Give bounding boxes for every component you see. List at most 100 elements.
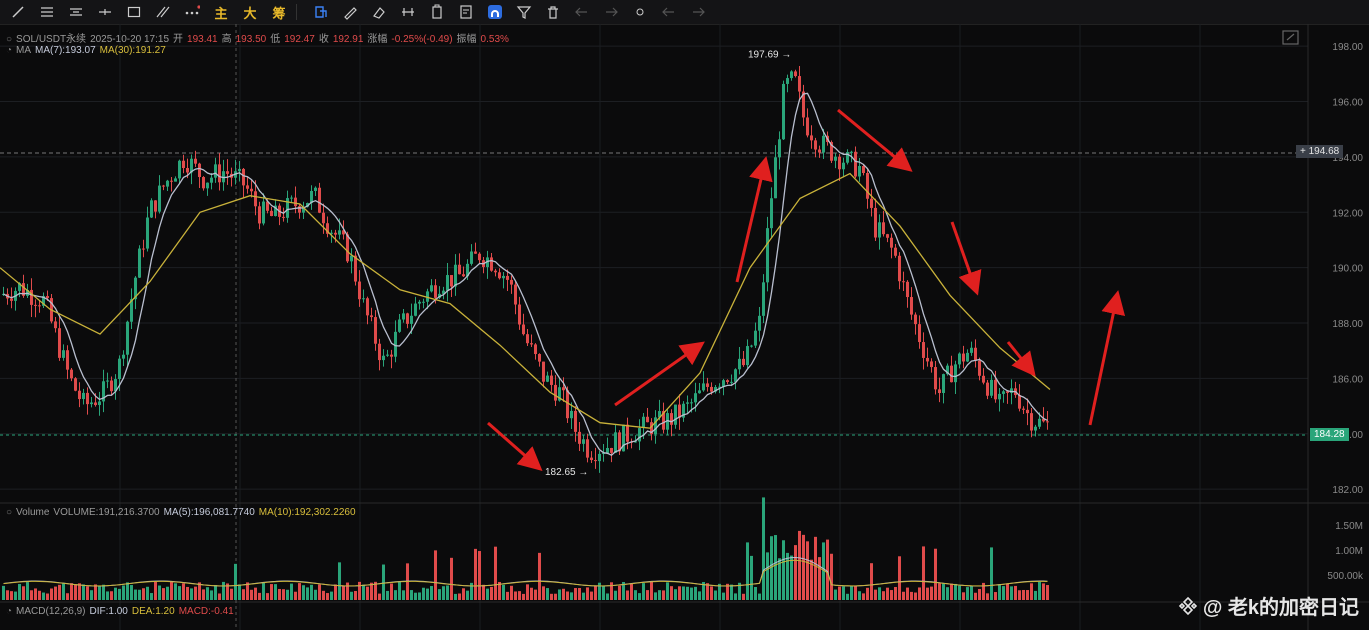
- candle-body: [102, 381, 105, 402]
- more-icon[interactable]: [181, 1, 203, 23]
- candle-body: [674, 404, 677, 425]
- candle: [242, 167, 245, 198]
- line-tool-icon[interactable]: [7, 1, 29, 23]
- crosshair-add-icon[interactable]: +: [1300, 146, 1309, 157]
- note-icon[interactable]: [542, 1, 564, 23]
- macd-collapse-icon[interactable]: ◔: [6, 606, 13, 617]
- brush-icon[interactable]: [339, 1, 361, 23]
- candle-body: [654, 417, 657, 435]
- volume-bar: [466, 590, 469, 600]
- candle: [426, 288, 429, 310]
- volume-bar: [834, 589, 837, 600]
- volume-bar: [374, 581, 377, 600]
- volume-bar: [670, 586, 673, 600]
- eraser-icon[interactable]: [368, 1, 390, 23]
- horizontal-lines-icon[interactable]: [36, 1, 58, 23]
- rectangle-icon[interactable]: [123, 1, 145, 23]
- candle: [458, 253, 461, 275]
- candle: [314, 186, 317, 197]
- volume-bar: [206, 587, 209, 600]
- volume-bar: [282, 589, 285, 600]
- volume-bar: [770, 536, 773, 600]
- candle: [918, 315, 921, 349]
- candle: [986, 379, 989, 400]
- volume-bar: [118, 588, 121, 600]
- candle-body: [730, 381, 733, 383]
- volume-bar: [758, 593, 761, 600]
- candle-body: [122, 354, 125, 359]
- open-label: 开: [173, 34, 184, 45]
- grid: 182.00184.00186.00188.00190.00192.00194.…: [0, 24, 1363, 630]
- redo-icon[interactable]: [687, 1, 709, 23]
- pattern-icon[interactable]: [484, 1, 506, 23]
- watermark: @ 老k的加密日记: [1177, 591, 1359, 620]
- candle: [606, 437, 609, 455]
- volume-bar: [482, 584, 485, 600]
- volume-bar: [854, 585, 857, 600]
- volume-tick-label: 500.00k: [1327, 571, 1364, 582]
- last-price-label: 184.28: [1314, 429, 1345, 440]
- volume-bar: [106, 591, 109, 600]
- candle: [174, 176, 177, 182]
- fibonacci-icon[interactable]: [152, 1, 174, 23]
- volume-bar: [38, 590, 41, 600]
- volume-bar: [622, 582, 625, 600]
- measure-icon[interactable]: [310, 1, 332, 23]
- candle-body: [330, 232, 333, 234]
- volume-bar: [274, 584, 277, 600]
- candle: [822, 128, 825, 159]
- candle: [834, 153, 837, 169]
- candle-body: [10, 298, 13, 301]
- volume-bar: [618, 585, 621, 600]
- volume-bar: [742, 593, 745, 600]
- cross-line-icon[interactable]: [94, 1, 116, 23]
- y-tick-label: 194.00: [1332, 153, 1363, 164]
- undo-icon[interactable]: [658, 1, 680, 23]
- magnet-icon[interactable]: [571, 1, 593, 23]
- fullscreen-icon[interactable]: [1282, 30, 1299, 45]
- high-label: 高: [221, 34, 232, 45]
- candle: [70, 367, 73, 382]
- symbol-label: SOL/USDT永续: [16, 34, 87, 45]
- price-chart[interactable]: 182.00184.00186.00188.00190.00192.00194.…: [0, 24, 1369, 630]
- volume-bar: [930, 586, 933, 600]
- parallel-lines-icon[interactable]: [65, 1, 87, 23]
- lock-icon[interactable]: [513, 1, 535, 23]
- candle-body: [430, 285, 433, 292]
- toolbar-text-button-0[interactable]: 主: [214, 5, 228, 21]
- volume-bar: [94, 584, 97, 600]
- candle-body: [810, 135, 813, 141]
- volume-bar: [666, 582, 669, 600]
- candle-body: [490, 257, 493, 271]
- volume-bar: [894, 587, 897, 600]
- candle: [1034, 424, 1037, 437]
- volume-bar: [938, 583, 941, 600]
- toolbar-text-button-2[interactable]: 筹: [272, 5, 286, 21]
- volume-bar: [998, 584, 1001, 600]
- candle-body: [846, 152, 849, 163]
- trash-icon[interactable]: [629, 1, 651, 23]
- indicator-settings-icon[interactable]: ◔: [6, 45, 13, 56]
- candle: [422, 298, 425, 309]
- volume-bar: [734, 593, 737, 600]
- volume-bar: [806, 541, 809, 600]
- volume-ma5: MA(5):196,081.7740: [163, 507, 255, 518]
- volume-bar: [950, 583, 953, 600]
- pen-icon[interactable]: [455, 1, 477, 23]
- volume-collapse-icon[interactable]: ○: [6, 507, 13, 518]
- candle-body: [662, 411, 665, 430]
- collapse-icon[interactable]: ○: [6, 34, 13, 45]
- candle-body: [622, 424, 625, 452]
- cursor-select-icon[interactable]: [397, 1, 419, 23]
- candle-body: [758, 315, 761, 331]
- volume-bar: [214, 584, 217, 600]
- volume-bar: [1026, 590, 1029, 600]
- ruler-icon[interactable]: [426, 1, 448, 23]
- filter-icon[interactable]: [600, 1, 622, 23]
- candle: [62, 344, 65, 361]
- candle-body: [82, 392, 85, 400]
- candle-body: [778, 139, 781, 158]
- binance-logo-icon: [1178, 596, 1197, 615]
- volume-bar: [574, 588, 577, 600]
- toolbar-text-button-1[interactable]: 大: [243, 5, 257, 21]
